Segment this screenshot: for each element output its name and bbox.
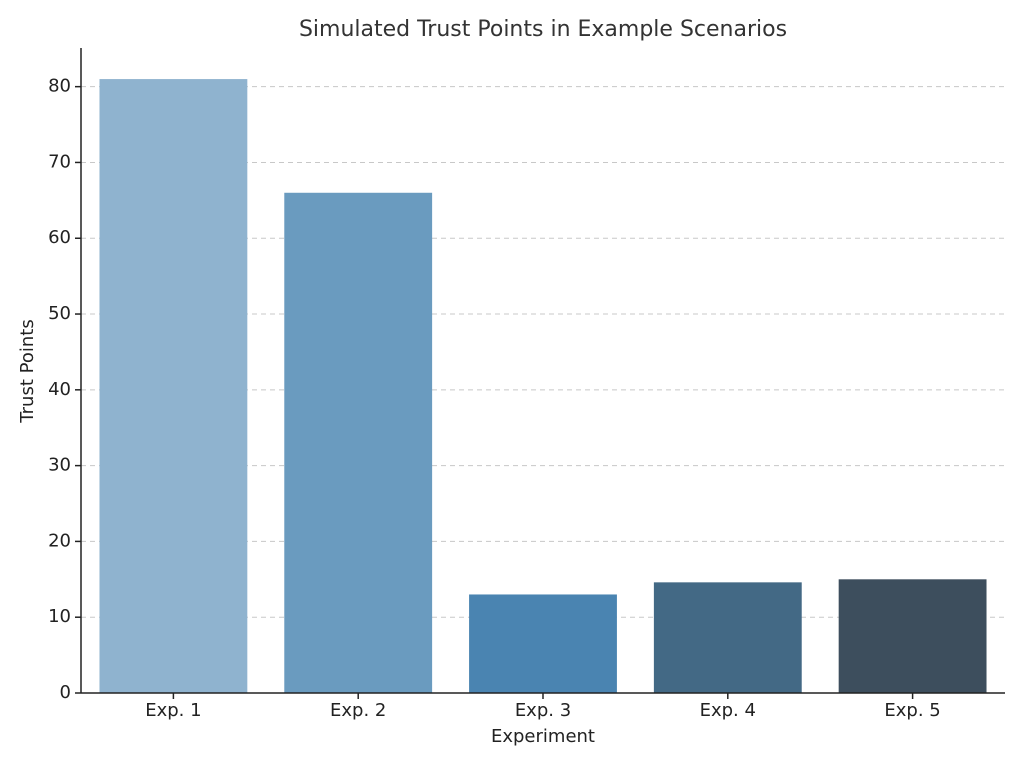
y-tick-label: 50 — [48, 303, 71, 324]
bar — [99, 79, 248, 694]
y-tick-label: 40 — [48, 379, 71, 400]
y-tick-label: 0 — [60, 682, 71, 703]
bar — [469, 594, 617, 693]
bar — [838, 579, 987, 693]
y-tick-label: 60 — [48, 227, 71, 248]
y-tick-label: 30 — [48, 455, 71, 476]
y-tick-label: 10 — [48, 606, 71, 627]
bar — [653, 582, 802, 693]
x-tick-label: Exp. 1 — [145, 700, 201, 721]
y-tick-label: 20 — [48, 530, 71, 551]
x-tick-label: Exp. 3 — [515, 700, 571, 721]
chart-title: Simulated Trust Points in Example Scenar… — [299, 17, 787, 42]
y-tick-label: 80 — [48, 76, 71, 97]
bar — [284, 192, 433, 693]
x-tick-label: Exp. 2 — [330, 700, 386, 721]
y-tick-label: 70 — [48, 151, 71, 172]
x-tick-label: Exp. 4 — [700, 700, 756, 721]
y-axis-label: Trust Points — [17, 319, 38, 423]
x-tick-label: Exp. 5 — [884, 700, 940, 721]
x-axis-label: Experiment — [491, 726, 595, 747]
